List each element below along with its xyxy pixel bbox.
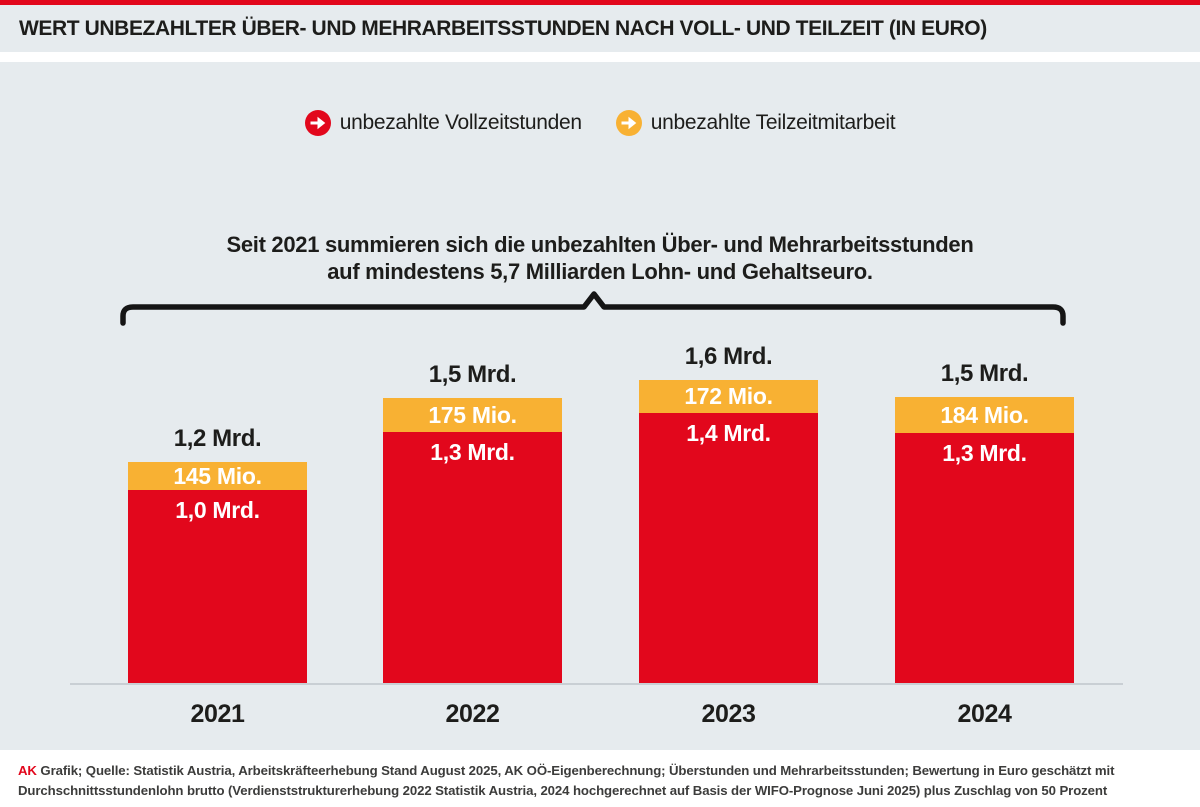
- summary-annotation-line2: auf mindestens 5,7 Milliarden Lohn- und …: [327, 259, 873, 284]
- source-note: AK Grafik; Quelle: Statistik Austria, Ar…: [18, 761, 1188, 801]
- total-label-2024: 1,5 Mrd.: [940, 360, 1029, 387]
- legend-item-vollzeit: unbezahlte Vollzeitstunden: [304, 110, 582, 136]
- teilzeit-value-label: 175 Mio.: [428, 401, 517, 428]
- vollzeit-segment-2021: 1,0 Mrd.: [128, 490, 307, 683]
- teilzeit-segment-2024: 184 Mio.: [895, 397, 1074, 433]
- summary-annotation-line1: Seit 2021 summieren sich die unbezahlten…: [226, 232, 974, 257]
- total-label-2021: 1,2 Mrd.: [173, 425, 262, 452]
- total-label-2022: 1,5 Mrd.: [428, 361, 517, 388]
- teilzeit-value-label: 184 Mio.: [940, 401, 1029, 428]
- vollzeit-segment-2022: 1,3 Mrd.: [383, 432, 562, 683]
- x-axis-label-2023: 2023: [701, 700, 756, 728]
- top-accent-bar: [0, 0, 1200, 5]
- source-note-line1: Grafik; Quelle: Statistik Austria, Arbei…: [36, 763, 1115, 778]
- teilzeit-value-label: 145 Mio.: [173, 462, 262, 489]
- vollzeit-value-label: 1,3 Mrd.: [942, 440, 1027, 466]
- arrow-right-circle-icon: [615, 110, 642, 136]
- brace-bracket: [120, 291, 1066, 326]
- x-axis-label-2021: 2021: [190, 700, 245, 728]
- teilzeit-segment-2021: 145 Mio.: [128, 462, 307, 490]
- teilzeit-segment-2023: 172 Mio.: [639, 380, 818, 413]
- legend-label-teilzeit: unbezahlte Teilzeitmitarbeit: [650, 111, 896, 134]
- x-axis-label-2024: 2024: [957, 700, 1012, 728]
- vollzeit-segment-2024: 1,3 Mrd.: [895, 433, 1074, 683]
- page-title: WERT UNBEZAHLTER ÜBER- UND MEHRARBEITSST…: [19, 16, 987, 40]
- legend-label-vollzeit: unbezahlte Vollzeitstunden: [339, 111, 582, 134]
- chart-panel: unbezahlte Vollzeitstunden unbezahlte Te…: [0, 62, 1200, 750]
- stacked-bar-2024: 184 Mio. 1,3 Mrd.: [895, 397, 1074, 683]
- chart-legend: unbezahlte Vollzeitstunden unbezahlte Te…: [0, 110, 1200, 136]
- stacked-bar-2023: 172 Mio. 1,4 Mrd.: [639, 380, 818, 683]
- source-note-line2: Durchschnittsstundenlohn brutto (Verdien…: [18, 782, 1108, 798]
- summary-annotation: Seit 2021 summieren sich die unbezahlten…: [0, 231, 1200, 285]
- arrow-right-circle-icon: [304, 110, 331, 136]
- vollzeit-value-label: 1,0 Mrd.: [175, 497, 260, 523]
- stacked-bar-2022: 175 Mio. 1,3 Mrd.: [383, 398, 562, 683]
- header-bar: WERT UNBEZAHLTER ÜBER- UND MEHRARBEITSST…: [0, 5, 1200, 52]
- x-axis-line: [70, 683, 1123, 685]
- vollzeit-value-label: 1,3 Mrd.: [430, 439, 515, 465]
- total-label-2023: 1,6 Mrd.: [684, 343, 773, 370]
- brand-ak: AK: [18, 763, 37, 778]
- stacked-bar-2021: 145 Mio. 1,0 Mrd.: [128, 462, 307, 683]
- teilzeit-segment-2022: 175 Mio.: [383, 398, 562, 432]
- x-axis-label-2022: 2022: [445, 700, 500, 728]
- vollzeit-segment-2023: 1,4 Mrd.: [639, 413, 818, 683]
- teilzeit-value-label: 172 Mio.: [684, 383, 773, 409]
- legend-item-teilzeit: unbezahlte Teilzeitmitarbeit: [615, 110, 896, 136]
- vollzeit-value-label: 1,4 Mrd.: [686, 420, 771, 446]
